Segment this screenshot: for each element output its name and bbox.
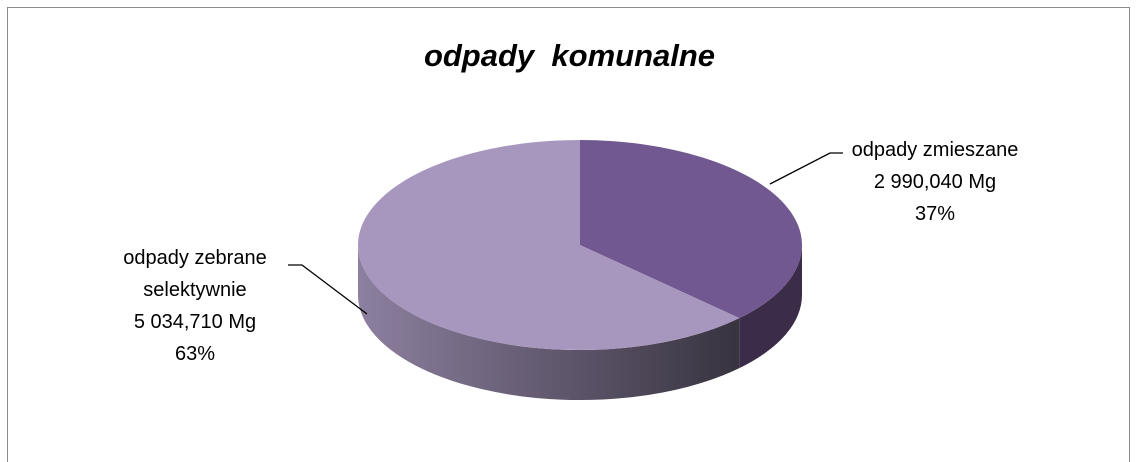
percent-label: 63% [174, 343, 216, 365]
value-label: 2 990,040 Mg [873, 171, 997, 193]
value-label: 5 034,710 Mg [133, 311, 257, 333]
slice-label: odpady zmieszane 2 990,040 Mg 37% [835, 134, 1035, 230]
chart-title: odpady komunalne [423, 38, 716, 73]
slice-name: odpady zmieszane [851, 139, 1019, 161]
leader-line [288, 264, 368, 315]
percent-label: 37% [914, 203, 956, 225]
slice-label: odpady zebrane selektywnie 5 034,710 Mg … [105, 242, 285, 370]
slice [358, 140, 740, 350]
slice-side [358, 245, 740, 400]
slice-name: odpady zebrane selektywnie [123, 247, 267, 301]
chart-frame [7, 7, 1130, 462]
slice-side [739, 245, 802, 369]
slice [580, 140, 803, 319]
leader-line [769, 152, 843, 185]
